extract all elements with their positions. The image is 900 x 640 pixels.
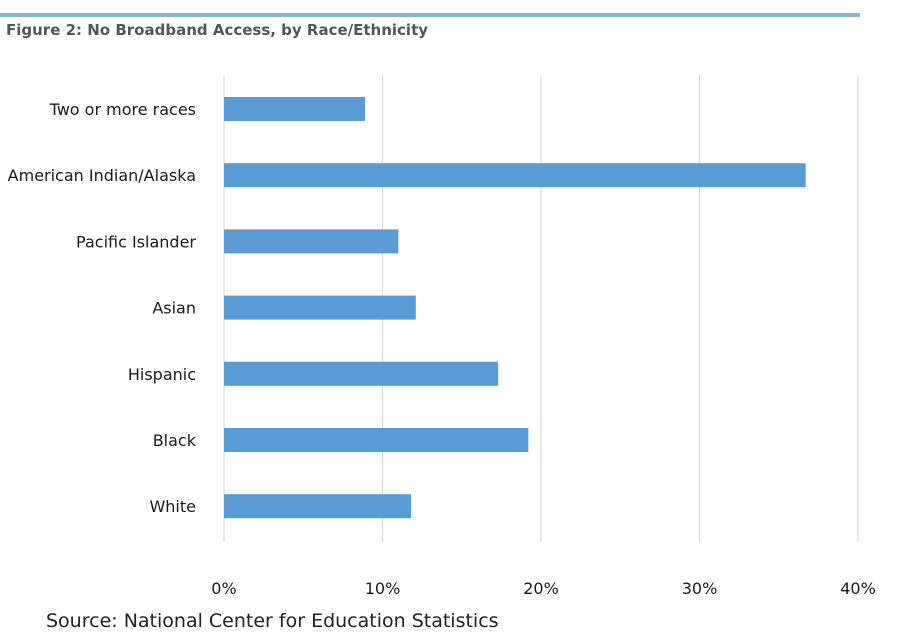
source-note: Source: National Center for Education St…	[46, 610, 499, 632]
category-label: American Indian/Alaska	[8, 166, 196, 185]
category-label: Asian	[152, 299, 196, 318]
category-label: White	[149, 497, 196, 516]
x-tick-label: 20%	[523, 579, 559, 598]
category-label: Hispanic	[128, 365, 196, 384]
category-label: Two or more races	[49, 100, 196, 119]
bar-two-or-more-races	[224, 97, 366, 121]
bar-white	[224, 494, 412, 519]
x-tick-label: 10%	[365, 579, 401, 598]
top-rule	[0, 13, 860, 17]
bar-pacific-islander	[224, 229, 399, 254]
bar-black	[224, 428, 529, 452]
bar-american-indian-alaska	[224, 163, 806, 188]
bar-asian	[224, 295, 416, 320]
x-tick-label: 40%	[840, 579, 876, 598]
category-label: Black	[153, 431, 197, 450]
figure-title: Figure 2: No Broadband Access, by Race/E…	[6, 21, 429, 39]
x-tick-label: 30%	[682, 579, 718, 598]
bar-hispanic	[224, 361, 499, 386]
bar-chart: Two or more races American Indian/Alaska P…	[8, 75, 876, 598]
x-tick-label: 0%	[211, 579, 236, 598]
category-label: Pacific Islander	[76, 232, 196, 251]
